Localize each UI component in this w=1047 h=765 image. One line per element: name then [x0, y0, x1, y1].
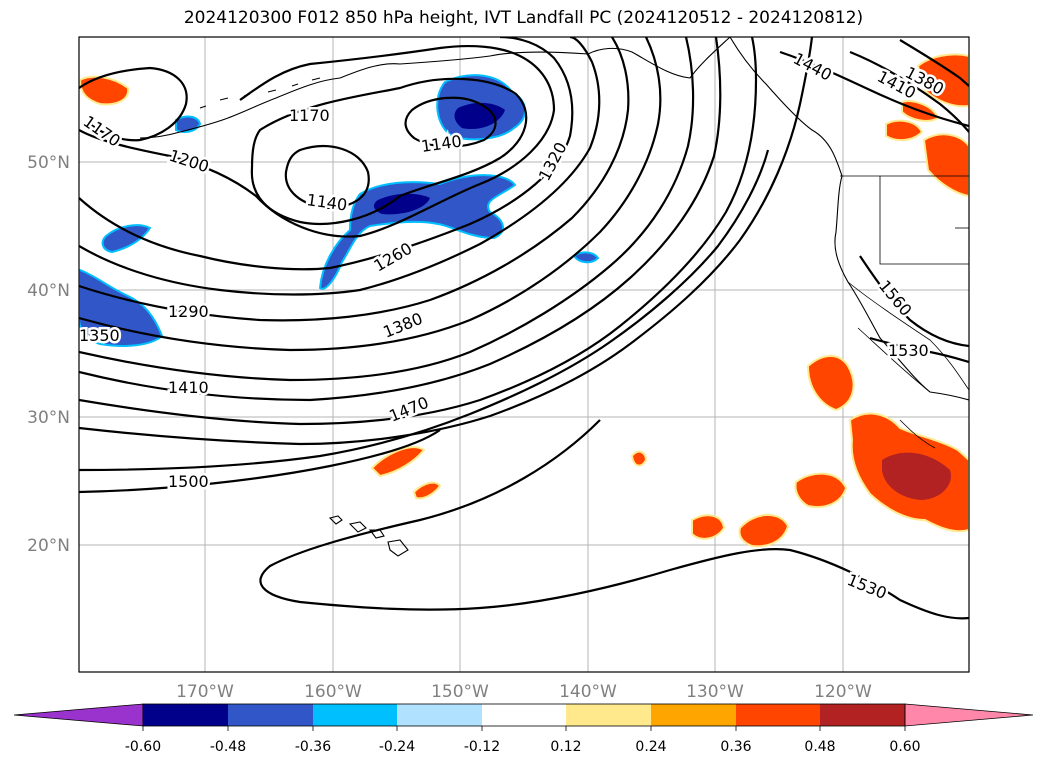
plot-frame: [78, 36, 970, 673]
contour-1500: [79, 429, 441, 494]
contour-label-1500: 1500: [168, 472, 209, 491]
colorbar: -0.60 -0.48 -0.36 -0.24 -0.12 0.12 0.24 …: [13, 703, 1034, 755]
negative-ivt-shading: [79, 74, 600, 347]
pos-patch-mid-1: [370, 446, 426, 478]
contour-1140-west: [284, 145, 370, 210]
contour-1170: [250, 77, 528, 225]
neg-core-central-pacific: [373, 193, 430, 215]
pos-patch-offshore-2: [738, 513, 790, 548]
colorbar-segment-0: [143, 704, 228, 726]
colorbar-segment-6: [651, 704, 736, 726]
neg-core-gulf-alaska: [454, 102, 505, 130]
coastlines: [139, 37, 969, 557]
contour-1440: [79, 37, 814, 446]
lat-label-50n: 50°N: [27, 153, 70, 173]
colorbar-segment-1: [228, 704, 313, 726]
plot-area: [79, 37, 969, 672]
positive-ivt-shading: [79, 53, 969, 548]
colorbar-tick-6: 0.24: [635, 739, 666, 755]
neg-patch-central-pacific: [318, 174, 517, 290]
colorbar-tick-5: 0.12: [550, 739, 581, 755]
neg-patch-small-west: [101, 224, 152, 254]
colorbar-tick-1: -0.48: [210, 739, 246, 755]
colorbar-tick-8: 0.48: [804, 739, 835, 755]
colorbar-extend-max: [904, 703, 1034, 727]
gridlines: [79, 37, 969, 672]
colorbar-tick-9: 0.60: [889, 739, 920, 755]
contour-1380-ne: [899, 39, 969, 87]
contour-1470: [79, 149, 770, 472]
contour-1260: [79, 37, 601, 296]
lon-label-170w: 170°W: [176, 682, 234, 702]
lat-label-40n: 40°N: [27, 281, 70, 301]
colorbar-segment-8: [820, 704, 905, 726]
lon-label-130w: 130°W: [686, 682, 744, 702]
pos-patch-offshore-1: [794, 472, 848, 508]
contour-label-1350: 1350: [79, 326, 120, 345]
colorbar-segment-5: [566, 704, 651, 726]
colorbar-segment-7: [736, 704, 820, 726]
lon-label-140w: 140°W: [559, 682, 617, 702]
contour-label-1290: 1290: [168, 302, 209, 321]
lat-label-20n: 20°N: [27, 536, 70, 556]
height-contours: [79, 37, 969, 620]
contour-1410: [79, 37, 758, 426]
lon-label-150w: 150°W: [431, 682, 489, 702]
colorbar-segment-4: [482, 704, 566, 726]
pos-patch-mid-2: [412, 481, 442, 500]
contour-1140-east: [404, 96, 497, 148]
pos-core-socal: [882, 452, 951, 500]
pos-patch-bc-coast: [916, 53, 969, 108]
map-title: 2024120300 F012 850 hPa height, IVT Land…: [183, 8, 864, 28]
colorbar-tick-0: -0.60: [125, 739, 161, 755]
contour-1530-east: [869, 336, 969, 364]
colorbar-extend-min: [13, 703, 144, 727]
contour-1350: [79, 37, 695, 382]
contour-1170-west: [79, 66, 188, 142]
pos-patch-bc-small: [885, 119, 924, 142]
contour-1380: [79, 37, 722, 402]
contour-1290: [79, 37, 630, 322]
contour-1230: [79, 37, 574, 271]
pos-patch-small-a: [630, 450, 648, 467]
contour-1200: [79, 44, 556, 238]
colorbar-tick-2: -0.36: [295, 739, 331, 755]
neg-patch-small-mid: [572, 251, 600, 264]
colorbar-segment-2: [313, 704, 397, 726]
pos-patch-washington: [922, 133, 969, 198]
contour-1440-ne: [779, 50, 969, 128]
colorbar-tick-4: -0.12: [464, 739, 500, 755]
contour-label-1530-east: 1530: [888, 341, 929, 360]
pos-patch-offshore-3: [691, 514, 726, 540]
contour-1530-south: [259, 419, 969, 620]
lon-label-120w: 120°W: [814, 682, 872, 702]
contour-1320: [79, 37, 662, 352]
colorbar-segment-3: [397, 704, 482, 726]
pos-patch-baja-coast: [806, 355, 855, 412]
contour-label-1410: 1410: [168, 378, 209, 397]
lon-label-160w: 160°W: [304, 682, 362, 702]
contour-1560: [859, 255, 969, 348]
lat-label-30n: 30°N: [27, 408, 70, 428]
colorbar-tick-3: -0.24: [379, 739, 415, 755]
contour-label-1170b: 1170: [289, 106, 330, 125]
contour-1410-ne: [849, 50, 969, 133]
colorbar-tick-7: 0.36: [720, 739, 751, 755]
